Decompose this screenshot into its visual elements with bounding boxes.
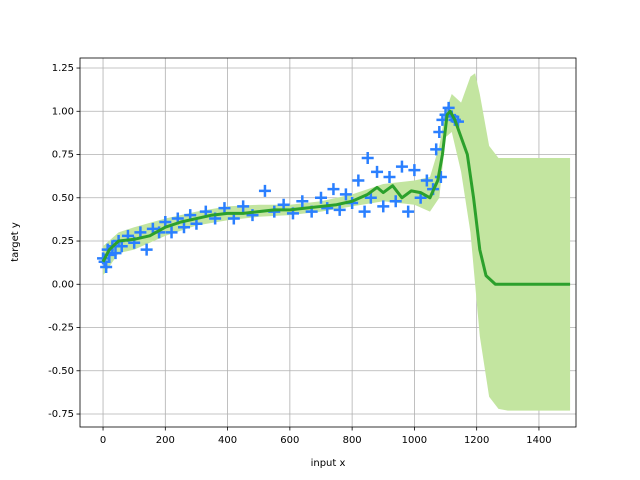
plot-frame bbox=[79, 57, 577, 428]
scatter-point bbox=[109, 247, 122, 260]
scatter-point bbox=[218, 202, 231, 215]
x-tick-label: 1200 bbox=[464, 435, 489, 446]
x-tick-label: 0 bbox=[100, 435, 106, 446]
scatter-point bbox=[296, 195, 309, 208]
scatter-point bbox=[389, 195, 402, 208]
y-tick-label: 0.75 bbox=[52, 150, 74, 161]
scatter-point bbox=[321, 202, 334, 215]
x-axis-label: input x bbox=[311, 458, 346, 469]
confidence-band bbox=[103, 73, 571, 411]
y-tick-label: -0.50 bbox=[48, 366, 74, 377]
x-tick-label: 1000 bbox=[402, 435, 427, 446]
scatter-point bbox=[237, 200, 250, 213]
scatter-point bbox=[352, 174, 365, 187]
scatter-point bbox=[420, 174, 433, 187]
scatter-point bbox=[115, 240, 128, 253]
scatter-point bbox=[402, 205, 415, 218]
scatter-point bbox=[430, 143, 443, 156]
scatter-point bbox=[177, 221, 190, 234]
scatter-point bbox=[314, 191, 327, 204]
y-tick-label: 0.00 bbox=[52, 279, 74, 290]
y-axis-label: target y bbox=[10, 222, 21, 262]
scatter-point bbox=[377, 200, 390, 213]
scatter-point bbox=[258, 184, 271, 197]
x-tick-label: 200 bbox=[156, 435, 175, 446]
scatter-point bbox=[333, 203, 346, 216]
scatter-point bbox=[371, 165, 384, 178]
y-tick-label: -0.75 bbox=[48, 409, 74, 420]
scatter-point bbox=[100, 260, 113, 273]
scatter-point bbox=[358, 205, 371, 218]
y-tick-label: 1.25 bbox=[52, 63, 74, 74]
x-tick-label: 1400 bbox=[526, 435, 551, 446]
y-tick-label: 1.00 bbox=[52, 106, 74, 117]
scatter-point bbox=[408, 164, 421, 177]
mean-line bbox=[101, 109, 571, 286]
scatter-point bbox=[165, 226, 178, 239]
scatter-point bbox=[433, 126, 446, 139]
y-tick-label: 0.50 bbox=[52, 193, 74, 204]
scatter-point bbox=[383, 171, 396, 184]
x-tick-label: 600 bbox=[280, 435, 299, 446]
scatter-point bbox=[339, 188, 352, 201]
scatter-point bbox=[140, 243, 153, 256]
y-tick-label: -0.25 bbox=[48, 323, 74, 334]
scatter-point bbox=[395, 160, 408, 173]
y-tick-label: 0.25 bbox=[52, 236, 74, 247]
scatter-point bbox=[361, 151, 374, 164]
x-tick-label: 800 bbox=[343, 435, 362, 446]
scatter-point bbox=[327, 183, 340, 196]
x-tick-label: 400 bbox=[218, 435, 237, 446]
